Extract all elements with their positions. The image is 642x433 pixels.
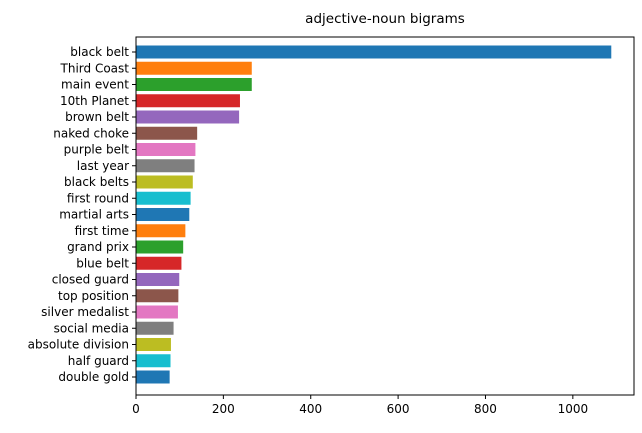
bar: [136, 240, 184, 254]
y-tick-label: grand prix: [67, 240, 129, 254]
bar: [136, 273, 180, 286]
bar: [136, 143, 196, 156]
plot-frame: [135, 36, 635, 396]
bar: [136, 61, 252, 75]
bar: [136, 256, 182, 270]
bar: [136, 78, 252, 91]
bar: [136, 126, 198, 140]
bar: [136, 208, 190, 221]
y-tick-label: 10th Planet: [60, 94, 129, 108]
y-tick-label: black belts: [64, 175, 129, 189]
bar: [136, 175, 193, 189]
chart-title: adjective-noun bigrams: [305, 11, 465, 27]
x-tick-label: 200: [212, 402, 235, 416]
y-axis-ticks: black belt Third Coast main event 10th Plan…: [28, 45, 136, 384]
bar: [136, 370, 170, 384]
bar: [136, 321, 174, 335]
bar: [136, 289, 179, 303]
bar: [136, 45, 612, 59]
y-tick-label: Third Coast: [60, 61, 130, 75]
bar: [136, 224, 186, 238]
x-tick-label: 1000: [558, 402, 589, 416]
bar: [136, 191, 191, 205]
bar: [136, 305, 178, 319]
x-tick-label: 800: [474, 402, 497, 416]
x-tick-label: 600: [387, 402, 410, 416]
bar: [136, 338, 171, 351]
bar: [136, 354, 171, 368]
y-tick-label: social media: [54, 321, 129, 335]
y-tick-label: brown belt: [65, 110, 129, 124]
y-tick-label: absolute division: [28, 338, 129, 352]
y-tick-label: blue belt: [76, 256, 129, 270]
bar: [136, 94, 240, 108]
y-tick-label: first round: [67, 191, 129, 205]
bar: [136, 159, 195, 173]
x-tick-label: 400: [299, 402, 322, 416]
y-tick-label: closed guard: [52, 273, 129, 287]
y-tick-label: black belt: [70, 45, 129, 59]
y-tick-label: martial arts: [59, 208, 129, 222]
y-tick-label: main event: [61, 78, 129, 92]
y-tick-label: purple belt: [64, 143, 130, 157]
y-tick-label: double gold: [58, 370, 129, 384]
bar: [136, 110, 240, 124]
x-axis-ticks: 0 200 400 600 800 1000: [132, 395, 588, 416]
y-tick-label: top position: [58, 289, 129, 303]
x-tick-label: 0: [132, 402, 140, 416]
y-tick-label: first time: [75, 224, 129, 238]
y-tick-label: last year: [77, 159, 129, 173]
y-tick-label: naked choke: [53, 126, 129, 140]
y-tick-label: silver medalist: [41, 305, 129, 319]
y-tick-label: half guard: [68, 354, 129, 368]
bars-group: [136, 45, 612, 384]
